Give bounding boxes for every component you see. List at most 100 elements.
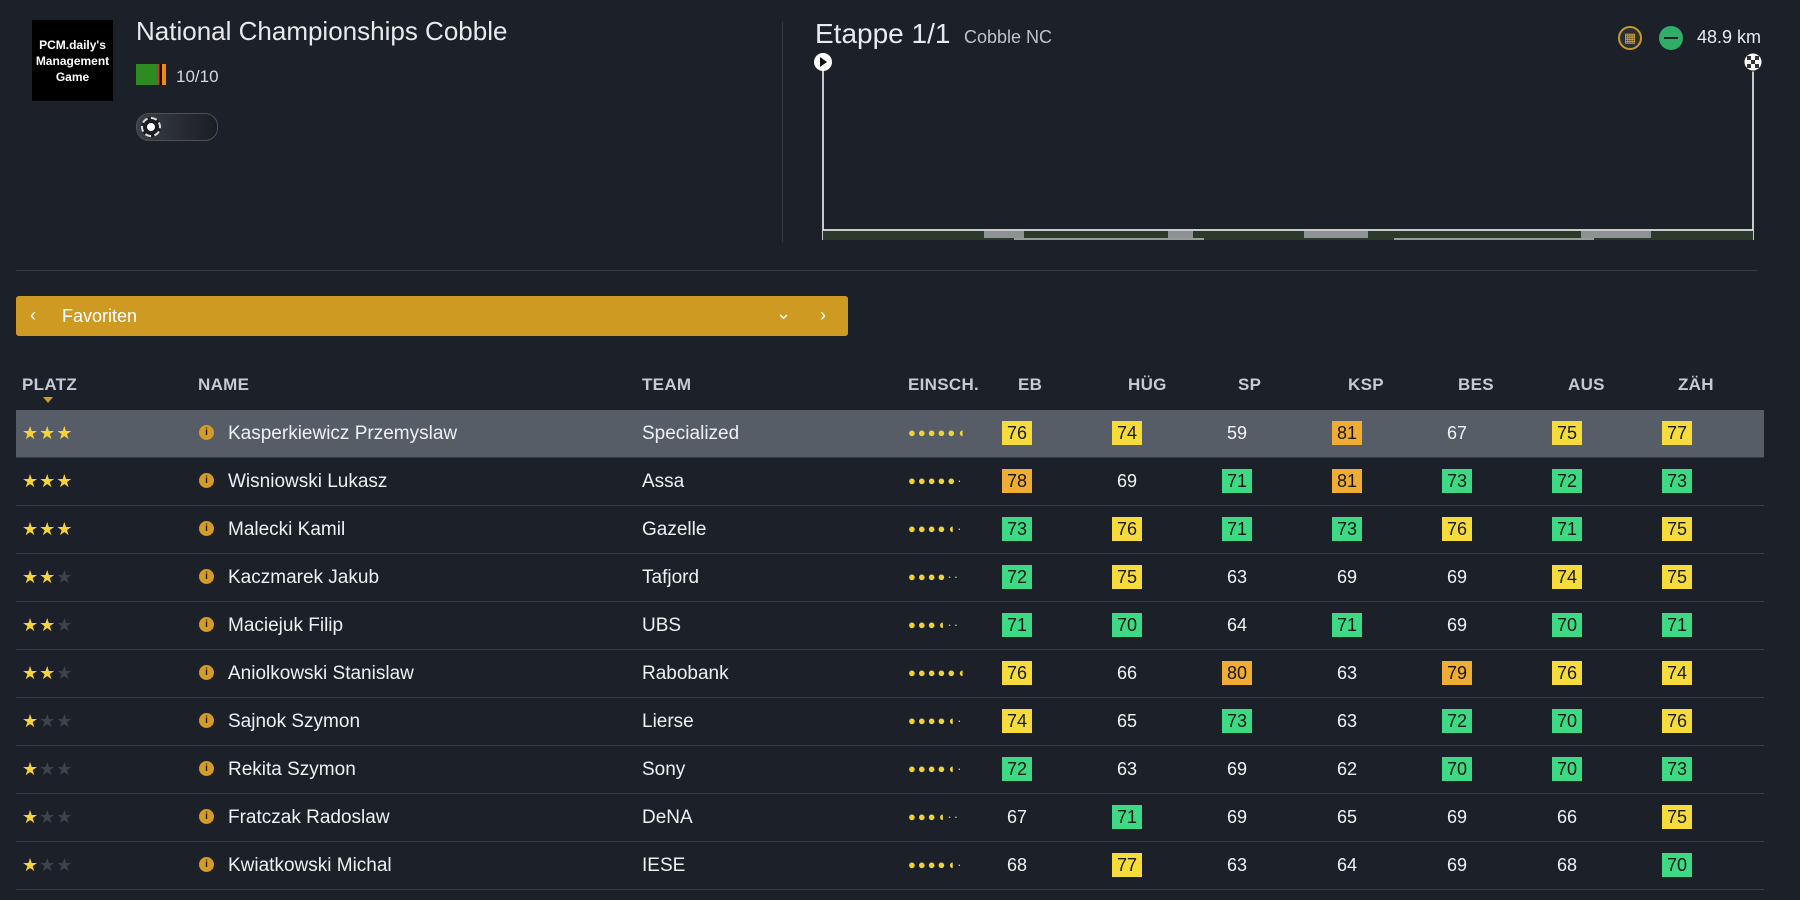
info-icon[interactable]: i xyxy=(199,617,214,632)
stat-sp: 71 xyxy=(1222,517,1252,541)
form-rating: ●●●●◖· xyxy=(908,521,964,536)
race-count: 10/10 xyxy=(176,67,219,86)
star-icon: ★ xyxy=(39,663,57,683)
stat-aus: 71 xyxy=(1552,517,1582,541)
rider-name[interactable]: Fratczak Radoslaw xyxy=(228,807,390,828)
star-icon: ★ xyxy=(22,615,40,635)
rider-table: ★★★ i Kasperkiewicz Przemyslaw Specialized ●… xyxy=(16,410,1764,890)
rider-name[interactable]: Sajnok Szymon xyxy=(228,711,361,732)
stat-bes: 69 xyxy=(1446,807,1468,827)
rating-stars: ★★★ xyxy=(22,471,73,492)
info-icon[interactable]: i xyxy=(199,665,214,680)
table-row[interactable]: ★★★ i Fratczak Radoslaw DeNA ●●●◖·· 67 71 69 65 6… xyxy=(16,794,1764,842)
stat-ksp: 63 xyxy=(1336,663,1358,683)
rider-team[interactable]: Lierse xyxy=(642,711,694,732)
rider-team[interactable]: UBS xyxy=(642,615,682,636)
stat-zäh: 77 xyxy=(1662,421,1692,445)
stat-hüg: 70 xyxy=(1112,613,1142,637)
stat-hüg: 66 xyxy=(1116,663,1138,683)
col-sp[interactable]: SP xyxy=(1238,375,1262,394)
col-platz[interactable]: PLATZ xyxy=(22,375,78,394)
table-row[interactable]: ★★★ i Rekita Szymon Sony ●●●●◖· 72 63 69 62 70 70 7… xyxy=(16,746,1764,794)
info-icon[interactable]: i xyxy=(199,761,214,776)
rider-name[interactable]: Aniolkowski Stanislaw xyxy=(228,663,414,684)
table-row[interactable]: ★★★ i Aniolkowski Stanislaw Rabobank ●●●●●◖ 7… xyxy=(16,650,1764,698)
info-icon[interactable]: i xyxy=(199,425,214,440)
rider-team[interactable]: Rabobank xyxy=(642,663,729,684)
info-icon[interactable]: i xyxy=(199,713,214,728)
stat-ksp: 64 xyxy=(1336,855,1358,875)
logo-text: PCM.daily's Management Game xyxy=(35,37,110,84)
col-aus[interactable]: AUS xyxy=(1568,375,1605,394)
table-row[interactable]: ★★★ i Kwiatkowski Michal IESE ●●●●◖· 68 77 63 64… xyxy=(16,842,1764,890)
table-row[interactable]: ★★★ i Maciejuk Filip UBS ●●●◖·· 71 70 64 71 69 70 7… xyxy=(16,602,1764,650)
rider-team[interactable]: Assa xyxy=(642,471,685,492)
table-row[interactable]: ★★★ i Wisniowski Lukasz Assa ●●●●●· 78 69 71 81 7… xyxy=(16,458,1764,506)
chevron-down-icon[interactable]: ⌄ xyxy=(776,303,792,323)
rider-name[interactable]: Malecki Kamil xyxy=(228,519,346,540)
info-icon[interactable]: i xyxy=(199,521,214,536)
chevron-left-icon[interactable]: ‹ xyxy=(30,305,36,325)
rider-name[interactable]: Kwiatkowski Michal xyxy=(228,855,392,876)
star-icon: ★ xyxy=(56,711,74,731)
stat-zäh: 71 xyxy=(1662,613,1692,637)
col-ksp[interactable]: KSP xyxy=(1348,375,1384,394)
col-bes[interactable]: BES xyxy=(1458,375,1494,394)
stat-aus: 66 xyxy=(1556,807,1578,827)
rider-team[interactable]: Gazelle xyxy=(642,519,707,540)
stat-ksp: 71 xyxy=(1332,613,1362,637)
col-einsch[interactable]: EINSCH. xyxy=(908,375,980,394)
stat-eb: 71 xyxy=(1002,613,1032,637)
stat-zäh: 75 xyxy=(1662,805,1692,829)
stat-hüg: 65 xyxy=(1116,711,1138,731)
stat-ksp: 63 xyxy=(1336,711,1358,731)
form-rating: ●●●●●◖ xyxy=(908,425,968,440)
info-icon[interactable]: i xyxy=(199,809,214,824)
checkered-pattern xyxy=(1747,56,1759,68)
weather-toggle[interactable] xyxy=(136,113,218,141)
stat-sp: 71 xyxy=(1222,469,1252,493)
rider-team[interactable]: IESE xyxy=(642,855,686,876)
rider-name[interactable]: Kasperkiewicz Przemyslaw xyxy=(228,423,458,444)
col-team[interactable]: TEAM xyxy=(642,375,692,394)
col-name[interactable]: NAME xyxy=(198,375,250,394)
info-icon[interactable]: i xyxy=(199,473,214,488)
rider-team[interactable]: Sony xyxy=(642,759,686,780)
rider-team[interactable]: DeNA xyxy=(642,807,693,828)
rider-name[interactable]: Kaczmarek Jakub xyxy=(228,567,380,588)
table-row[interactable]: ★★★ i Sajnok Szymon Lierse ●●●●◖· 74 65 73 63 72 7… xyxy=(16,698,1764,746)
star-icon: ★ xyxy=(56,519,74,539)
favorites-selector[interactable]: ‹ Favoriten ⌄ › xyxy=(16,296,848,336)
stat-hüg: 75 xyxy=(1112,565,1142,589)
stat-bes: 69 xyxy=(1446,615,1468,635)
info-icon[interactable]: i xyxy=(199,857,214,872)
col-eb[interactable]: EB xyxy=(1018,375,1043,394)
stat-hüg: 76 xyxy=(1112,517,1142,541)
rider-name[interactable]: Wisniowski Lukasz xyxy=(228,471,388,492)
table-row[interactable]: ★★★ i Kaczmarek Jakub Tafjord ●●●●·· 72 75 63 69… xyxy=(16,554,1764,602)
favorites-label: Favoriten xyxy=(62,306,138,326)
form-rating: ●●●◖·· xyxy=(908,617,961,632)
stat-ksp: 69 xyxy=(1336,567,1358,587)
chevron-right-icon[interactable]: › xyxy=(820,305,826,325)
rider-name[interactable]: Rekita Szymon xyxy=(228,759,356,780)
stat-zäh: 73 xyxy=(1662,757,1692,781)
info-icon[interactable]: i xyxy=(199,569,214,584)
col-hug[interactable]: HÜG xyxy=(1128,375,1167,394)
stat-aus: 70 xyxy=(1552,757,1582,781)
stat-zäh: 75 xyxy=(1662,565,1692,589)
stat-hüg: 74 xyxy=(1112,421,1142,445)
rider-team[interactable]: Specialized xyxy=(642,423,740,444)
rider-name[interactable]: Maciejuk Filip xyxy=(228,615,344,636)
play-triangle xyxy=(820,57,827,67)
stat-zäh: 74 xyxy=(1662,661,1692,685)
stat-sp: 63 xyxy=(1226,567,1248,587)
star-icon: ★ xyxy=(39,519,57,539)
col-zah[interactable]: ZÄH xyxy=(1678,375,1714,394)
table-row[interactable]: ★★★ i Malecki Kamil Gazelle ●●●●◖· 73 76 71 73 76… xyxy=(16,506,1764,554)
rider-team[interactable]: Tafjord xyxy=(642,567,700,588)
stat-eb: 76 xyxy=(1002,421,1032,445)
table-row[interactable]: ★★★ i Kasperkiewicz Przemyslaw Specialized ●… xyxy=(16,410,1764,458)
star-icon: ★ xyxy=(56,471,74,491)
flat-icon xyxy=(1659,26,1683,50)
